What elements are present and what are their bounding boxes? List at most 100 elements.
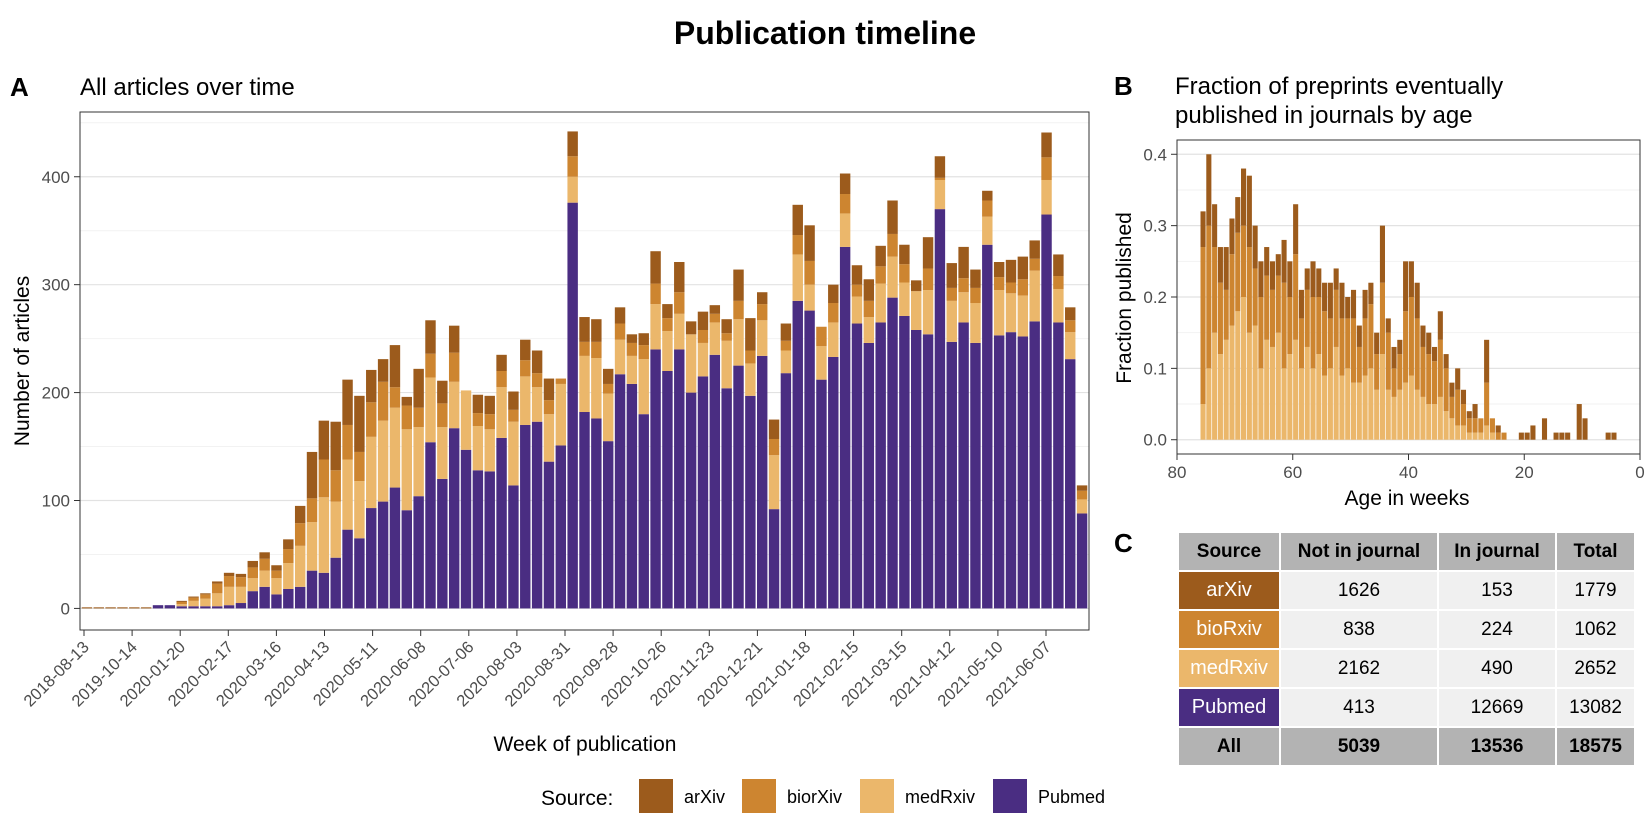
panel-a-bar-medrxiv bbox=[496, 387, 507, 438]
panel-b-bar-biorxiv bbox=[1460, 404, 1467, 426]
panel-b-bar-arxiv bbox=[1298, 289, 1304, 319]
panel-a-bar-biorxiv bbox=[591, 341, 602, 359]
panel-b-bar-arxiv bbox=[1258, 261, 1264, 297]
panel-a-bar-biorxiv bbox=[709, 313, 721, 323]
panel-a-bar-medrxiv bbox=[283, 563, 294, 589]
panel-b-bar-biorxiv bbox=[1275, 275, 1281, 333]
panel-a-bar-medrxiv bbox=[377, 420, 389, 502]
panel-a-bar-arxiv bbox=[212, 581, 223, 584]
panel-a-bar-medrxiv bbox=[366, 436, 377, 509]
panel-a-bar-medrxiv bbox=[306, 522, 318, 571]
panel-a-bar-medrxiv bbox=[389, 407, 401, 488]
panel-a-bar-pubmed bbox=[567, 202, 578, 609]
panel-a-bar-arxiv bbox=[1065, 307, 1076, 321]
panel-a-bar-medrxiv bbox=[780, 350, 792, 374]
panel-b-bar-biorxiv bbox=[1281, 282, 1287, 369]
panel-a-bar-arxiv bbox=[934, 156, 946, 178]
panel-a-bar-biorxiv bbox=[733, 300, 744, 320]
legend-title: Source: bbox=[541, 787, 613, 810]
panel-a-bar-arxiv bbox=[756, 292, 768, 305]
panel-c-letter: C bbox=[1114, 528, 1133, 558]
panel-b-bar-biorxiv bbox=[1241, 225, 1247, 297]
panel-a-bar-pubmed bbox=[531, 421, 543, 609]
table-cell: 13082 bbox=[1555, 687, 1636, 728]
table-cell: 13536 bbox=[1437, 726, 1557, 767]
panel-b-bar-arxiv bbox=[1293, 204, 1299, 255]
panel-a-bar-arxiv bbox=[1017, 256, 1029, 280]
panel-a-bar-medrxiv bbox=[318, 497, 330, 573]
panel-b-bar-biorxiv bbox=[1443, 368, 1449, 412]
panel-a-bar-arxiv bbox=[1041, 132, 1052, 158]
panel-a-bar-biorxiv bbox=[235, 577, 247, 587]
table-cell: 1062 bbox=[1555, 609, 1636, 650]
panel-b-bar-biorxiv bbox=[1200, 247, 1206, 405]
panel-a-bar-pubmed bbox=[579, 412, 590, 609]
panel-a-bar-arxiv bbox=[1053, 254, 1064, 277]
panel-a-bar-medrxiv bbox=[1029, 270, 1040, 322]
panel-a-bar-arxiv bbox=[520, 339, 531, 361]
panel-a-bar-pubmed bbox=[1029, 321, 1040, 609]
panel-b-bar-arxiv bbox=[1345, 297, 1351, 319]
panel-a-bar-pubmed bbox=[697, 376, 709, 609]
panel-b-ytick-label: 0.2 bbox=[1143, 288, 1167, 307]
panel-a-bar-medrxiv bbox=[662, 331, 673, 371]
panel-b-bar-biorxiv bbox=[1449, 396, 1455, 419]
panel-b-bar-biorxiv bbox=[1455, 389, 1461, 426]
panel-b-bar-medrxiv bbox=[1339, 375, 1345, 440]
panel-b-bar-medrxiv bbox=[1217, 354, 1223, 440]
panel-a-bar-biorxiv bbox=[780, 340, 792, 351]
panel-a-bar-pubmed bbox=[721, 388, 732, 609]
panel-a-bar-medrxiv bbox=[946, 300, 957, 342]
panel-a-bar-pubmed bbox=[1065, 359, 1076, 609]
panel-b-bar-arxiv bbox=[1310, 261, 1316, 297]
panel-a-bar-arxiv bbox=[650, 251, 661, 284]
panel-b-bar-arxiv bbox=[1576, 404, 1582, 440]
panel-a-bar-arxiv bbox=[697, 311, 709, 330]
panel-b-bar-arxiv bbox=[1362, 289, 1368, 319]
panel-b-ytick-label: 0.4 bbox=[1143, 145, 1167, 164]
panel-a-bar-biorxiv bbox=[768, 438, 780, 456]
panel-a-bar-biorxiv bbox=[247, 567, 258, 579]
panel-a-bar-biorxiv bbox=[839, 194, 851, 214]
panel-a-bar-pubmed bbox=[780, 373, 792, 609]
panel-b-ytick-label: 0.1 bbox=[1143, 359, 1167, 378]
panel-b-ylabel: Fraction published bbox=[1113, 212, 1136, 384]
panel-b-xtick-label: 0 bbox=[1635, 463, 1644, 482]
panel-a-bar-pubmed bbox=[460, 449, 472, 609]
panel-b-bar-arxiv bbox=[1327, 282, 1333, 319]
panel-b-bar-biorxiv bbox=[1379, 282, 1386, 355]
panel-a-bar-pubmed bbox=[496, 437, 507, 609]
panel-a-bar-biorxiv bbox=[828, 303, 839, 323]
panel-b-bar-medrxiv bbox=[1379, 354, 1386, 440]
panel-a-bar-arxiv bbox=[413, 368, 424, 408]
panel-a-bar-arxiv bbox=[721, 319, 732, 334]
panel-a-bar-biorxiv bbox=[271, 570, 282, 579]
panel-a-bar-medrxiv bbox=[342, 459, 353, 530]
panel-a-bar-medrxiv bbox=[247, 578, 258, 592]
panel-b-bar-biorxiv bbox=[1258, 297, 1264, 369]
panel-a-bar-pubmed bbox=[756, 355, 768, 609]
panel-b-bar-medrxiv bbox=[1223, 339, 1229, 440]
panel-a-title: All articles over time bbox=[80, 74, 295, 101]
panel-a-bar-pubmed bbox=[839, 246, 851, 609]
panel-b-bar-medrxiv bbox=[1229, 325, 1235, 440]
panel-b-bar-arxiv bbox=[1252, 225, 1258, 269]
panel-b-bar-arxiv bbox=[1530, 425, 1536, 440]
panel-a-bar-arxiv bbox=[354, 395, 365, 452]
panel-b-bar-arxiv bbox=[1582, 418, 1588, 440]
panel-b-bar-arxiv bbox=[1264, 247, 1270, 276]
panel-a-bar-biorxiv bbox=[1005, 282, 1017, 294]
panel-a-bar-pubmed bbox=[389, 487, 401, 609]
panel-b-bar-biorxiv bbox=[1431, 361, 1438, 405]
panel-b-bar-biorxiv bbox=[1264, 275, 1270, 340]
table-header-row: Source Not in journal In journal Total bbox=[1177, 531, 1636, 572]
panel-b-bar-medrxiv bbox=[1200, 404, 1206, 440]
panel-a-ytick-label: 100 bbox=[42, 492, 70, 511]
panel-a-bar-pubmed bbox=[176, 606, 187, 609]
panel-a-bar-medrxiv bbox=[579, 355, 590, 413]
panel-a-bar-arxiv bbox=[484, 395, 495, 415]
panel-a-bar-medrxiv bbox=[922, 290, 934, 335]
table-total-row: All 5039 13536 18575 bbox=[1177, 726, 1636, 767]
panel-a-bar-pubmed bbox=[1041, 214, 1052, 609]
panel-c-summary-table: Source Not in journal In journal Total a… bbox=[1177, 531, 1636, 767]
